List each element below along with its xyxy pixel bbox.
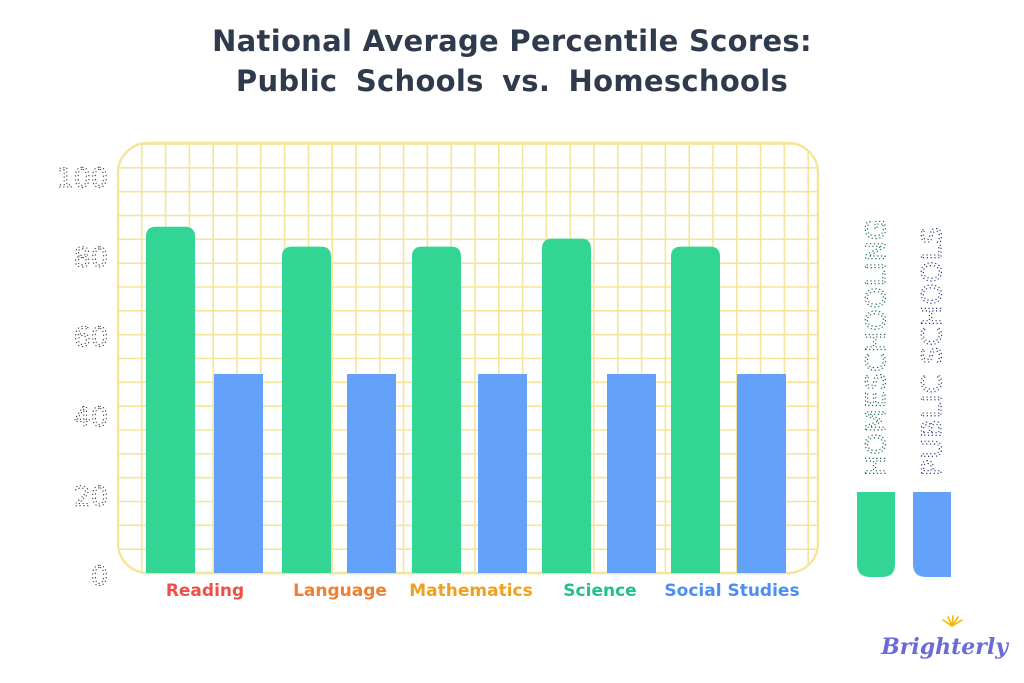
bar-homeschooling xyxy=(146,226,195,574)
legend: HOMESCHOOLING PUBLIC SCHOOLS xyxy=(857,218,951,577)
y-tick-label: 60 xyxy=(74,322,108,353)
logo-ray xyxy=(942,619,953,627)
bar-public-schools xyxy=(478,374,527,573)
plot-frame xyxy=(116,141,820,575)
category-labels: Reading Language Mathematics Science Social … xyxy=(166,581,800,601)
logo-ray xyxy=(951,619,963,627)
y-tick-label: 40 xyxy=(74,402,108,433)
brighterly-logo: Brighterly xyxy=(880,615,1010,660)
y-tick-label: 20 xyxy=(74,481,108,512)
legend-swatch xyxy=(857,492,895,577)
y-tick-label: 80 xyxy=(74,243,108,274)
legend-swatch xyxy=(913,492,951,577)
chart-title-line2: Public Schools vs. Homeschools xyxy=(235,64,789,98)
y-axis-ticks: 0 20 40 60 80 100 xyxy=(56,162,109,592)
category-label: Science xyxy=(563,581,636,601)
bar-homeschooling xyxy=(412,246,461,573)
y-tick-label: 100 xyxy=(56,163,108,194)
chart-title-line1: National Average Percentile Scores: xyxy=(212,24,812,58)
logo-text: Brighterly xyxy=(880,634,1010,660)
bar-homeschooling xyxy=(671,246,720,573)
bar-public-schools xyxy=(214,374,263,573)
bar-homeschooling xyxy=(542,238,591,573)
logo-ray xyxy=(947,616,953,627)
y-tick-label: 0 xyxy=(91,561,108,592)
bars xyxy=(146,226,786,574)
legend-label: HOMESCHOOLING xyxy=(861,218,892,476)
bar-homeschooling xyxy=(282,246,331,573)
bar-public-schools xyxy=(607,374,656,573)
legend-label: PUBLIC SCHOOLS xyxy=(917,226,948,476)
category-label: Reading xyxy=(166,581,244,601)
bar-public-schools xyxy=(347,374,396,573)
bar-public-schools xyxy=(737,374,786,573)
category-label: Mathematics xyxy=(409,581,532,601)
category-label: Social Studies xyxy=(664,581,799,601)
category-label: Language xyxy=(293,581,387,601)
